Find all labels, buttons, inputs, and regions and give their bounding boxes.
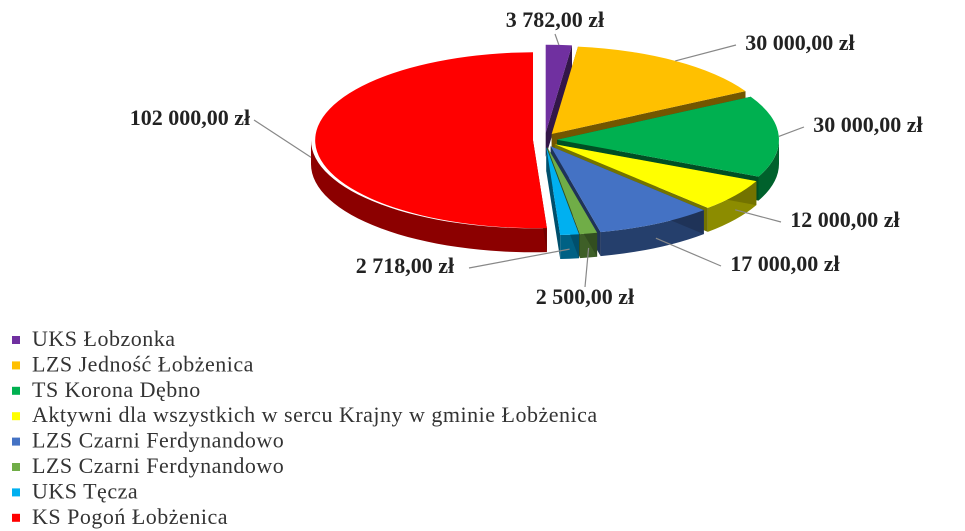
legend-label: UKS Tęcza bbox=[32, 478, 138, 503]
leader-line bbox=[778, 126, 805, 137]
legend-marker bbox=[12, 488, 20, 497]
legend-label: LZS Czarni Ferdynandowo bbox=[32, 453, 284, 478]
slice bbox=[554, 144, 757, 208]
value-label: 30 000,00 zł bbox=[745, 30, 854, 55]
slice-side bbox=[310, 140, 547, 253]
legend-marker bbox=[12, 361, 20, 370]
leader-line bbox=[468, 248, 570, 269]
legend-label: LZS Jedność Łobżenica bbox=[32, 351, 254, 376]
leader-line bbox=[675, 44, 737, 62]
legend-marker bbox=[12, 463, 20, 471]
value-label: 2 718,00 zł bbox=[356, 253, 454, 278]
legend-label: UKS Łobzonka bbox=[32, 326, 175, 351]
legend-marker bbox=[12, 336, 20, 344]
legend-marker bbox=[12, 513, 20, 522]
value-label: 12 000,00 zł bbox=[790, 207, 899, 232]
leader-line bbox=[253, 119, 312, 158]
legend-marker bbox=[12, 386, 20, 395]
legend-label: Aktywni dla wszystkich w sercu Krajny w … bbox=[32, 402, 598, 427]
legend-marker bbox=[12, 412, 20, 421]
slice bbox=[557, 96, 779, 177]
leader-line bbox=[655, 237, 722, 267]
legend-marker bbox=[12, 437, 20, 446]
legend-label: TS Korona Dębno bbox=[32, 377, 201, 402]
slice-edge bbox=[546, 147, 561, 259]
leader-line bbox=[554, 33, 560, 46]
value-label: 30 000,00 zł bbox=[813, 112, 922, 137]
slice-edge bbox=[545, 45, 572, 157]
slice bbox=[545, 44, 572, 133]
slice bbox=[551, 46, 746, 134]
leader-line bbox=[735, 209, 782, 223]
slice bbox=[550, 146, 704, 233]
leader-line bbox=[584, 247, 590, 288]
legend-label: KS Pogoń Łobżenica bbox=[32, 504, 228, 529]
value-label: 17 000,00 zł bbox=[730, 251, 839, 276]
value-label: 2 500,00 zł bbox=[536, 284, 634, 309]
slice bbox=[547, 147, 598, 235]
value-label: 3 782,00 zł bbox=[506, 7, 604, 32]
slice bbox=[546, 147, 579, 235]
slice bbox=[315, 52, 547, 229]
value-label: 102 000,00 zł bbox=[130, 105, 250, 130]
slice-side bbox=[758, 139, 779, 201]
legend-label: LZS Czarni Ferdynandowo bbox=[32, 428, 284, 453]
